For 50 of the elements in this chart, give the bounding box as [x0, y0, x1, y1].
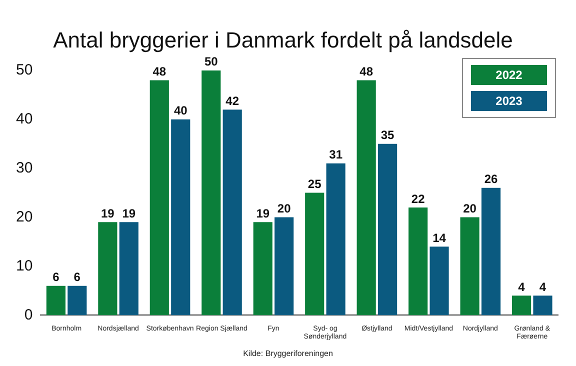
y-tick-label: 10	[16, 257, 33, 274]
y-tick-label: 20	[16, 208, 33, 226]
y-tick-label: 40	[16, 110, 33, 128]
chart-title: Antal bryggerier i Danmark fordelt på landsdele	[53, 27, 513, 52]
bar	[68, 286, 87, 316]
bar	[98, 222, 118, 316]
bar	[408, 207, 428, 316]
bar	[512, 296, 532, 316]
text: 2023	[471, 91, 547, 111]
data-label: 48	[152, 64, 166, 79]
data-label: 40	[174, 104, 188, 118]
y-tick-label: 30	[16, 159, 33, 176]
bar	[274, 217, 294, 316]
bar	[202, 70, 221, 316]
bar	[481, 188, 501, 316]
bar	[150, 80, 169, 316]
data-label: 6	[52, 270, 60, 284]
data-label: 22	[411, 192, 426, 206]
data-label: 4	[518, 280, 526, 294]
bar	[305, 192, 324, 316]
bar	[119, 222, 138, 316]
data-label: 31	[329, 148, 343, 162]
data-label: 48	[360, 64, 374, 79]
bar	[533, 296, 552, 316]
data-label: 19	[256, 206, 270, 220]
data-label: 50	[204, 54, 218, 69]
bar	[326, 163, 346, 316]
y-tick-label: 0	[24, 306, 33, 324]
bar	[222, 110, 242, 316]
bar	[378, 144, 398, 316]
bar	[253, 222, 272, 316]
data-label: 19	[122, 206, 136, 220]
bar	[46, 286, 66, 316]
y-tick-label: 50	[16, 62, 33, 79]
data-label: 26	[484, 172, 498, 186]
text: 2022	[471, 65, 547, 85]
data-label: 20	[463, 202, 477, 216]
bar	[171, 119, 190, 316]
data-label: 42	[226, 94, 240, 108]
data-label: 25	[308, 177, 322, 192]
data-label: 19	[100, 206, 115, 220]
text: Kilde: Bryggeriforeningen	[242, 349, 334, 358]
data-label: 20	[277, 202, 292, 216]
bar	[356, 80, 376, 316]
data-label: 6	[74, 270, 81, 284]
bar	[430, 246, 449, 316]
data-label: 4	[539, 280, 546, 294]
data-label: 35	[380, 128, 395, 142]
data-label: 14	[432, 230, 446, 245]
bar	[460, 217, 480, 316]
